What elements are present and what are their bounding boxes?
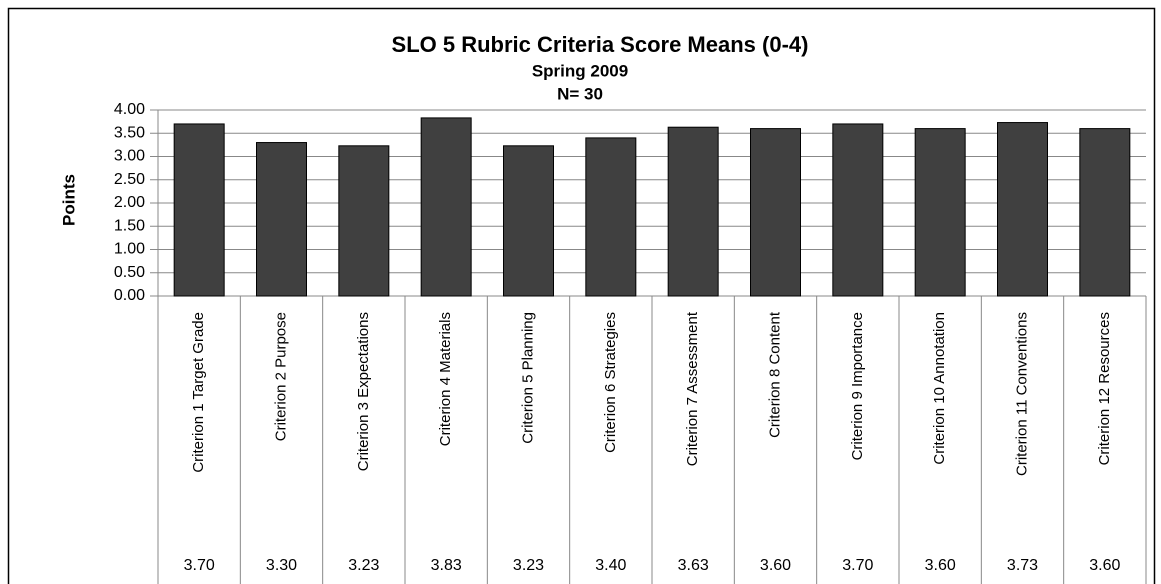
category-label: Criterion 1 Target Grade [190, 312, 207, 473]
y-tick-label: 1.50 [114, 217, 145, 234]
y-tick-label: 3.00 [114, 148, 145, 165]
chart-title: SLO 5 Rubric Criteria Score Means (0-4) [392, 32, 809, 57]
value-label: 3.60 [925, 557, 956, 574]
bar [585, 137, 637, 297]
bar [997, 122, 1048, 297]
value-label: 3.60 [1089, 557, 1120, 574]
value-label: 3.23 [348, 557, 379, 574]
bar [832, 123, 884, 297]
value-label: 3.60 [760, 557, 791, 574]
y-tick-label: 1.00 [114, 241, 145, 258]
bar [338, 145, 390, 297]
category-label: Criterion 7 Assessment [684, 311, 701, 466]
value-label: 3.70 [842, 557, 873, 574]
category-label: Criterion 4 Materials [437, 312, 454, 446]
y-tick-label: 0.50 [114, 264, 145, 281]
value-label: 3.83 [431, 557, 462, 574]
y-tick-label: 2.00 [114, 194, 145, 211]
y-tick-label: 2.50 [114, 171, 145, 188]
y-tick-label: 3.50 [114, 124, 145, 141]
chart-border [7, 7, 1156, 584]
y-tick-label: 0.00 [114, 287, 145, 304]
bar [503, 145, 554, 297]
value-label: 3.40 [595, 557, 626, 574]
bar [173, 123, 225, 297]
bar [667, 126, 719, 297]
category-label: Criterion 3 Expectations [355, 312, 372, 471]
category-label: Criterion 11 Conventions [1013, 312, 1030, 476]
value-label: 3.63 [678, 557, 709, 574]
value-label: 3.70 [184, 557, 215, 574]
y-tick-label: 4.00 [114, 101, 145, 118]
category-label: Criterion 5 Planning [519, 312, 536, 444]
bar [256, 142, 307, 297]
bar [420, 117, 472, 297]
y-axis-label: Points [59, 174, 78, 226]
annotation: N= 30 [557, 84, 603, 103]
category-label: Criterion 6 Strategies [602, 312, 619, 453]
bar [1079, 128, 1131, 297]
value-label: 3.30 [266, 557, 297, 574]
category-label: Criterion 10 Annotation [931, 312, 948, 465]
category-label: Criterion 9 Importance [849, 312, 866, 460]
category-label: Criterion 2 Purpose [272, 312, 289, 441]
bar [914, 128, 966, 297]
chart-subtitle: Spring 2009 [532, 61, 628, 80]
value-label: 3.73 [1007, 557, 1038, 574]
category-label: Criterion 12 Resources [1096, 312, 1113, 465]
category-label: Criterion 8 Content [766, 311, 783, 438]
bar [750, 128, 801, 297]
value-label: 3.23 [513, 557, 544, 574]
